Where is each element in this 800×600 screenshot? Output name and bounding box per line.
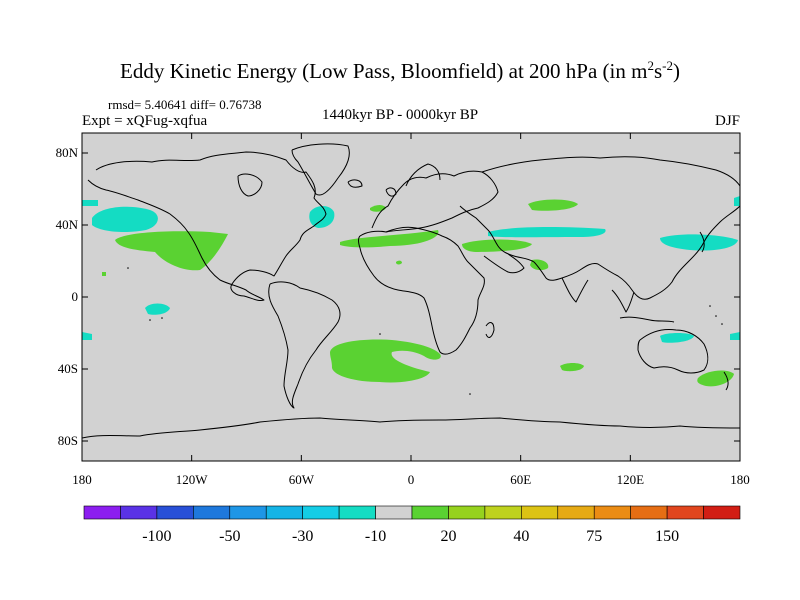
colorbar-swatch xyxy=(521,505,559,520)
colorbar-swatch xyxy=(338,505,376,520)
colorbar-swatch xyxy=(375,505,413,520)
colorbar-label: 20 xyxy=(440,528,456,545)
island-dot xyxy=(127,267,129,269)
island-dot xyxy=(149,319,151,321)
coastline-africa-europe xyxy=(358,226,485,355)
colorbar-label: -100 xyxy=(142,528,171,545)
anomaly-patch-west-edge-north xyxy=(82,200,98,206)
longitude-axis: 180 120W 60W 0 60E 120E 180 xyxy=(72,133,750,487)
colorbar-label: -10 xyxy=(365,528,386,545)
colorbar-swatch xyxy=(666,505,704,520)
anomaly-patch-middle-east xyxy=(462,239,532,252)
lon-label: 180 xyxy=(730,472,750,487)
colorbar-label: -30 xyxy=(292,528,313,545)
colorbar-swatch xyxy=(557,505,595,520)
colorbar-swatch xyxy=(448,505,486,520)
colorbar-swatch xyxy=(703,505,741,520)
coastline-india xyxy=(561,277,589,303)
lon-label: 0 xyxy=(408,472,415,487)
lat-label: 80S xyxy=(58,433,78,448)
colorbar-swatch xyxy=(265,505,303,520)
colorbar-swatch xyxy=(83,505,121,520)
colorbar-label: 150 xyxy=(655,528,679,545)
colorbar-swatch xyxy=(630,505,668,520)
anomaly-patch-npacific xyxy=(92,206,158,233)
coastline-greenland xyxy=(291,143,350,196)
coastline-iceland xyxy=(347,179,363,188)
island-dot xyxy=(721,323,723,325)
colorbar-swatch xyxy=(302,505,340,520)
coastlines xyxy=(82,143,740,439)
colorbar: -100 -50 -30 -10 20 40 75 150 xyxy=(83,505,741,545)
anomaly-patch-south-indian xyxy=(560,363,584,372)
island-dot xyxy=(469,393,471,395)
island-dot xyxy=(379,333,381,335)
colorbar-label: -50 xyxy=(219,528,240,545)
coastline-north-america xyxy=(87,151,327,301)
anomaly-patch-south-atlantic-ring xyxy=(330,339,441,383)
lon-label: 180 xyxy=(72,472,92,487)
anomaly-patch-natlantic xyxy=(309,206,335,228)
anomaly-patch-australia xyxy=(660,333,694,343)
coastline-scandinavia xyxy=(405,163,441,187)
coastline-indonesia xyxy=(619,316,675,323)
colorbar-swatch xyxy=(593,505,631,520)
season-label: DJF xyxy=(714,113,740,129)
island-dot xyxy=(161,317,163,319)
anomaly-patch-east-edge-north xyxy=(734,196,740,206)
anomaly-patch-tiny xyxy=(396,260,402,265)
anomaly-patch-west-edge xyxy=(82,332,92,340)
colorbar-swatch xyxy=(120,505,158,520)
island-dots xyxy=(127,267,723,395)
colorbar-label: 75 xyxy=(586,528,602,545)
negative-anomaly-patches xyxy=(82,196,740,343)
anomaly-patch-tropical-pacific xyxy=(145,303,170,315)
anomaly-patch-east-edge xyxy=(730,332,740,340)
coastline-antarctica xyxy=(82,417,740,439)
coastline-british-isles xyxy=(385,187,397,197)
coastline-asia xyxy=(459,156,740,300)
map-title: Eddy Kinetic Energy (Low Pass, Bloomfiel… xyxy=(120,58,680,83)
lon-label: 60E xyxy=(510,472,531,487)
colorbar-swatch xyxy=(193,505,231,520)
coastline-south-america xyxy=(268,281,341,409)
lat-label: 80N xyxy=(56,145,79,160)
island-dot xyxy=(715,315,717,317)
coastline-hudson-bay xyxy=(237,173,263,197)
lon-label: 120W xyxy=(176,472,209,487)
anomaly-patch-asia xyxy=(488,227,606,238)
rmsd-diff-stats: rmsd= 5.40641 diff= 0.76738 xyxy=(108,97,262,112)
lat-label: 40S xyxy=(58,361,78,376)
map-background xyxy=(82,133,740,461)
colorbar-swatch xyxy=(156,505,194,520)
colorbar-swatch xyxy=(229,505,267,520)
anomaly-patch-new-zealand xyxy=(697,370,734,387)
coastline-arabia xyxy=(483,253,525,274)
experiment-label: Expt = xQFug-xqfua xyxy=(82,113,208,129)
time-period-label: 1440kyr BP - 0000kyr BP xyxy=(321,107,479,123)
anomaly-patch-siberia xyxy=(528,199,578,211)
lon-label: 60W xyxy=(289,472,315,487)
positive-anomaly-patches xyxy=(102,199,734,387)
coastline-southeast-asia xyxy=(611,289,635,313)
colorbar-label: 40 xyxy=(513,528,529,545)
coastline-australia xyxy=(637,329,709,374)
lat-label: 0 xyxy=(72,289,79,304)
anomaly-patch-north-america xyxy=(115,231,228,271)
anomaly-patch-mediterranean xyxy=(340,230,439,248)
colorbar-swatch xyxy=(484,505,522,520)
anomaly-patch-pacific-islet xyxy=(102,272,106,276)
latitude-axis: 80N 40N 0 40S 80S xyxy=(56,145,740,448)
lon-label: 120E xyxy=(617,472,645,487)
coastline-japan xyxy=(699,231,705,253)
island-dot xyxy=(709,305,711,307)
lat-label: 40N xyxy=(56,217,79,232)
coastline-madagascar xyxy=(485,322,495,338)
colorbar-swatch xyxy=(411,505,449,520)
anomaly-patch-npacific-east xyxy=(660,234,738,251)
coastline-new-zealand xyxy=(723,371,729,391)
